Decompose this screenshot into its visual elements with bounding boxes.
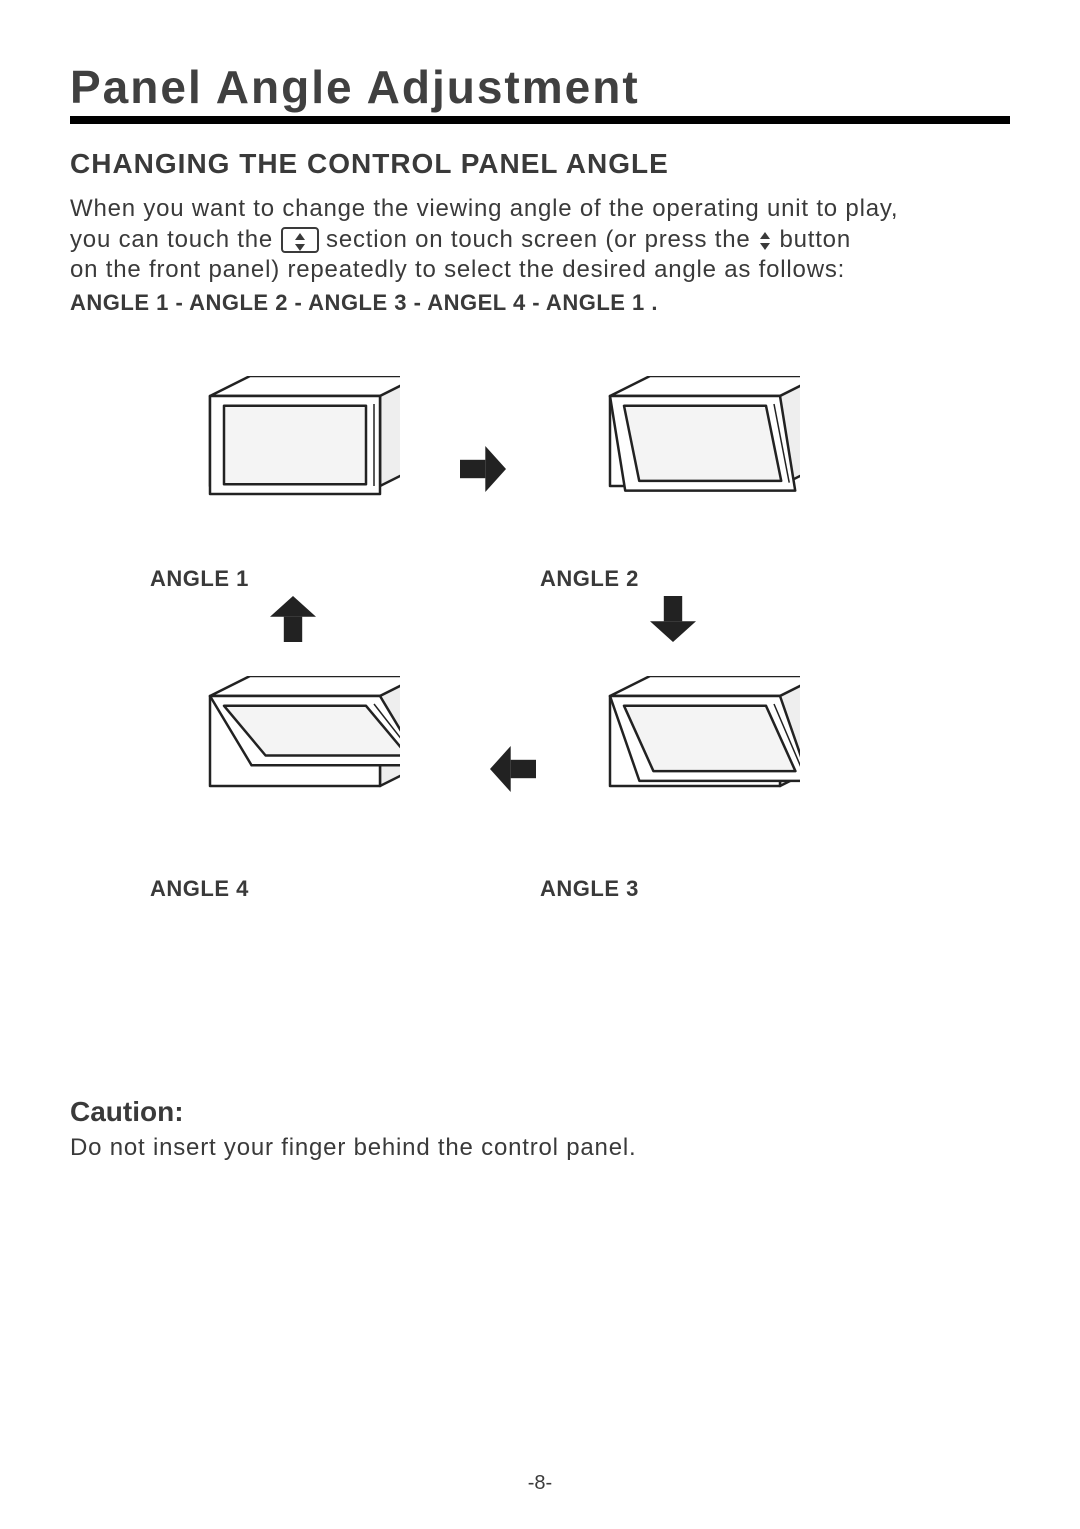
body-line-3: on the front panel) repeatedly to select… bbox=[70, 256, 845, 283]
caution-block: Caution: Do not insert your finger behin… bbox=[70, 1096, 1010, 1162]
caution-text: Do not insert your finger behind the con… bbox=[70, 1134, 1010, 1162]
label-angle3_label: ANGLE 3 bbox=[540, 876, 639, 902]
unit-angle3 bbox=[580, 676, 800, 851]
unit-angle1 bbox=[180, 376, 400, 551]
page-title: Panel Angle Adjustment bbox=[70, 60, 1010, 114]
title-block: Panel Angle Adjustment bbox=[70, 60, 1010, 124]
unit-angle2 bbox=[580, 376, 800, 551]
unit-angle4 bbox=[180, 676, 400, 851]
page-number: -8- bbox=[0, 1472, 1080, 1495]
arrow-right-icon bbox=[460, 446, 506, 497]
body-line-2b: section on touch screen (or press the bbox=[326, 226, 758, 253]
arrow-up-icon bbox=[270, 596, 316, 647]
angle-diagram: ANGLE 1 ANGLE 2 ANGLE 4 ANGLE 3 bbox=[70, 376, 1010, 936]
body-line-2a: you can touch the bbox=[70, 226, 281, 253]
angle-sequence: ANGLE 1 - ANGLE 2 - ANGLE 3 - ANGEL 4 - … bbox=[70, 290, 1010, 316]
section-subtitle: CHANGING THE CONTROL PANEL ANGLE bbox=[70, 148, 1010, 180]
page: Panel Angle Adjustment CHANGING THE CONT… bbox=[0, 0, 1080, 1529]
arrow-down-icon bbox=[650, 596, 696, 647]
tilt-button-icon bbox=[281, 227, 319, 253]
caution-title: Caution: bbox=[70, 1096, 1010, 1128]
label-angle4_label: ANGLE 4 bbox=[150, 876, 249, 902]
tilt-icon bbox=[758, 228, 772, 252]
body-line-1: When you want to change the viewing angl… bbox=[70, 195, 898, 222]
label-angle1_label: ANGLE 1 bbox=[150, 566, 249, 592]
arrow-left-icon bbox=[490, 746, 536, 797]
label-angle2_label: ANGLE 2 bbox=[540, 566, 639, 592]
body-text: When you want to change the viewing angl… bbox=[70, 194, 1010, 286]
body-line-2c: button bbox=[779, 226, 851, 253]
